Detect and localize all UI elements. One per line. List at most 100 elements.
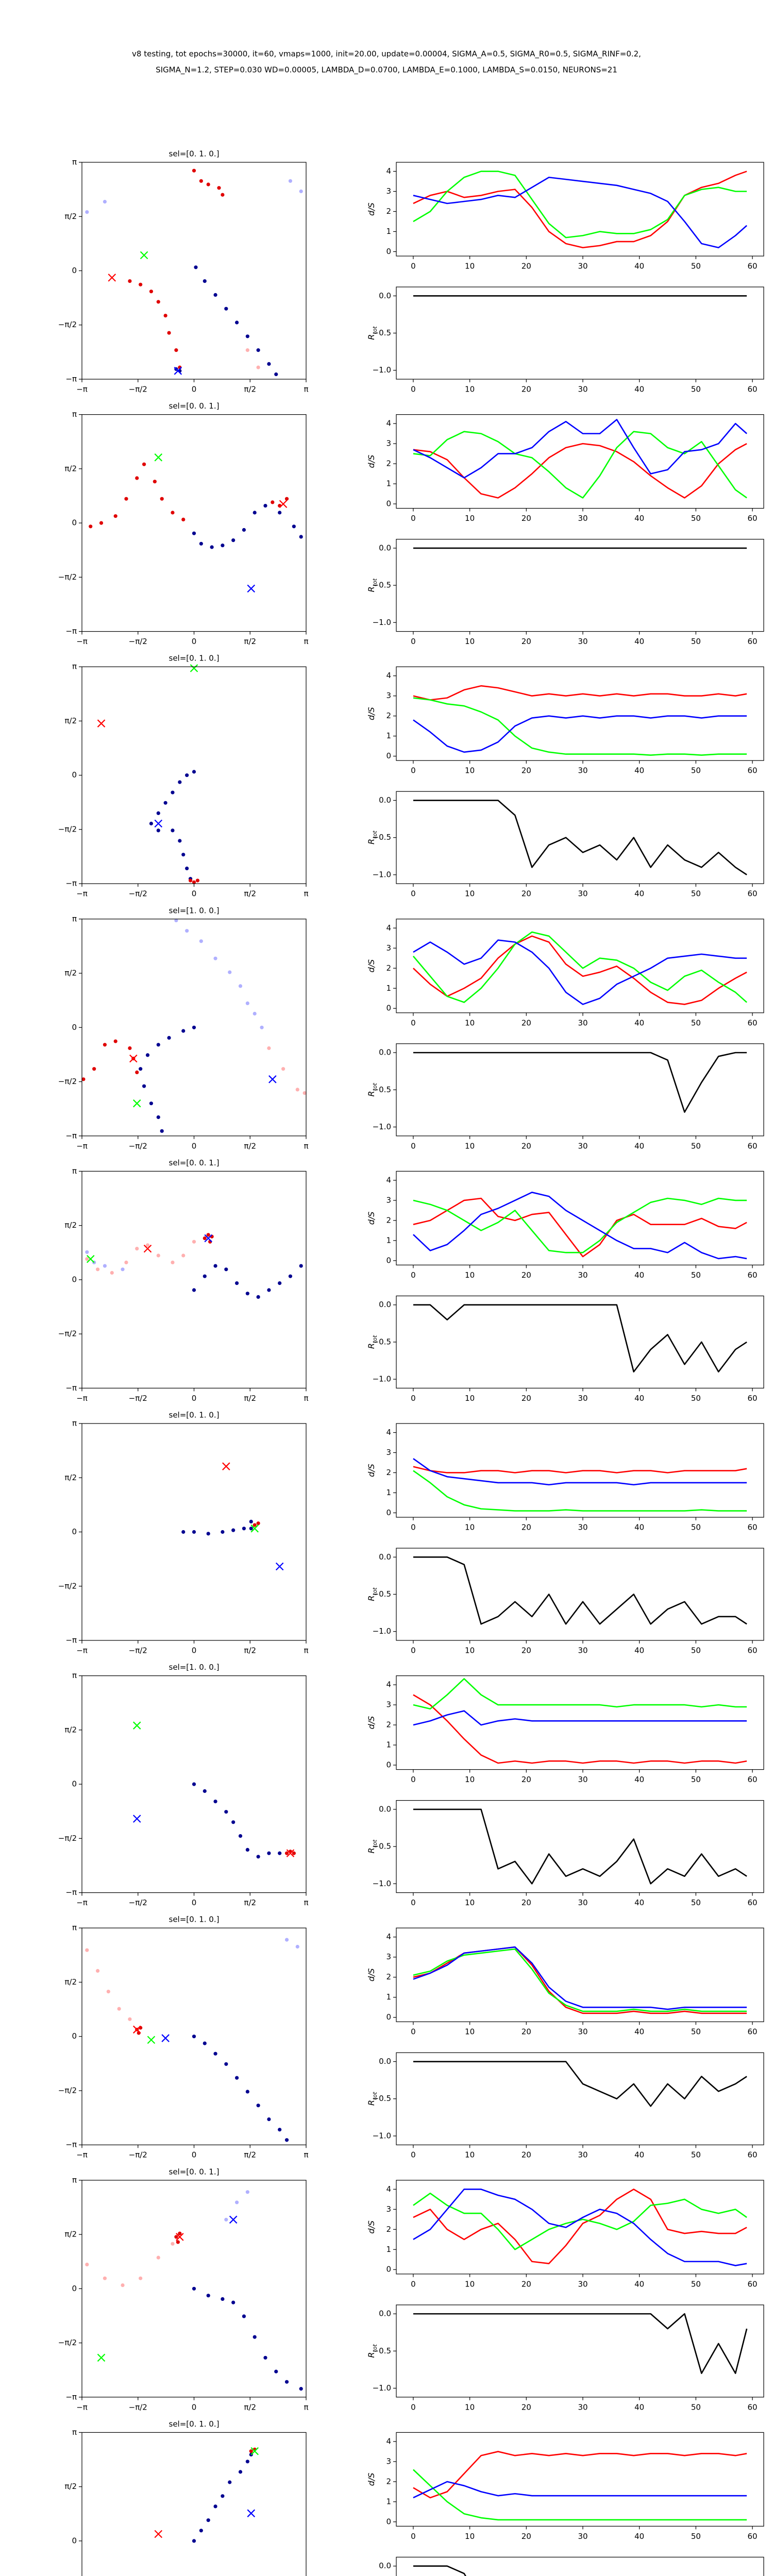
chart-title: sel=[0. 1. 0.]: [169, 654, 220, 663]
plot-frame: [81, 2432, 307, 2576]
point: [267, 1288, 271, 1292]
x-marker: [247, 584, 256, 593]
x-marker: [286, 1849, 295, 1857]
data-line: [413, 2061, 747, 2107]
point: [156, 828, 160, 833]
data-line: [413, 431, 747, 499]
x-tick-label: 60: [748, 1394, 758, 1403]
x-tick-label: 50: [691, 1898, 701, 1907]
x-tick-label: 0: [411, 514, 416, 523]
point: [284, 497, 289, 501]
x-tick-label: 0: [192, 2402, 197, 2412]
x-tick-label: 40: [634, 1523, 644, 1532]
x-marker: [161, 2034, 170, 2042]
x-tick-label: 20: [522, 1018, 531, 1027]
x-tick-label: 0: [192, 2150, 197, 2160]
y-tick-label: −π: [65, 2140, 77, 2149]
y-axis-label-sub: tot: [372, 578, 378, 586]
data-line: [413, 1192, 747, 1260]
point: [149, 1101, 154, 1106]
point: [199, 939, 203, 943]
x-tick-label: 60: [748, 262, 758, 271]
point: [253, 1011, 257, 1016]
y-axis-label-main: R: [366, 1596, 376, 1601]
point: [85, 210, 89, 214]
y-tick-label: 0.0: [379, 795, 391, 805]
x-tick-label: 50: [691, 1523, 701, 1532]
data-line: [413, 2189, 747, 2266]
y-axis-label: Rtot: [366, 1839, 378, 1853]
point: [95, 1267, 100, 1272]
x-marker: [154, 2530, 163, 2538]
y-axis-label-main: d/S: [366, 202, 376, 216]
y-axis-label: d/S: [366, 959, 376, 973]
point: [156, 300, 160, 304]
y-tick-label: π/2: [64, 1725, 77, 1734]
x-tick-label: 40: [634, 1141, 644, 1150]
point: [299, 2387, 303, 2391]
chart-title: sel=[0. 1. 0.]: [169, 1915, 220, 1924]
data-line: [413, 1304, 747, 1372]
y-tick-label: −0.5: [373, 1589, 391, 1599]
point: [234, 1281, 239, 1285]
x-tick-label: 0: [411, 766, 416, 775]
point: [185, 929, 189, 933]
y-tick-label: 0: [72, 1275, 77, 1284]
point: [221, 1530, 225, 1534]
y-axis-label: d/S: [366, 707, 376, 720]
x-tick-label: 0: [411, 2532, 416, 2541]
point: [299, 189, 303, 193]
point: [284, 1851, 289, 1855]
chart-title: sel=[0. 0. 1.]: [169, 2167, 220, 2176]
point: [295, 1944, 299, 1949]
x-tick-label: 0: [411, 385, 416, 394]
point: [192, 168, 196, 173]
x-tick-label: 40: [634, 2279, 644, 2289]
data-line: [413, 1808, 747, 1885]
x-tick-label: 30: [578, 1018, 587, 1027]
point: [103, 2276, 107, 2280]
point: [245, 1848, 249, 1852]
y-tick-label: 1: [386, 1488, 391, 1497]
y-axis-label-main: R: [366, 1091, 376, 1096]
point: [231, 1820, 236, 1824]
y-axis-label-main: d/S: [366, 1212, 376, 1225]
x-tick-label: 30: [578, 637, 587, 646]
x-tick-label: 40: [634, 262, 644, 271]
x-tick-label: 30: [578, 2532, 587, 2541]
x-tick-label: π: [304, 1898, 308, 1907]
x-tick-label: 50: [691, 2279, 701, 2289]
point: [213, 956, 217, 960]
x-tick-label: 60: [748, 1270, 758, 1280]
y-tick-label: −1.0: [373, 870, 391, 879]
y-tick-label: π/2: [64, 2482, 77, 2491]
y-tick-label: π/2: [64, 1977, 77, 1987]
point: [221, 2297, 225, 2301]
y-axis-label-sub: tot: [372, 1082, 378, 1091]
x-tick-label: 0: [192, 1394, 197, 1403]
x-tick-label: 40: [634, 1646, 644, 1655]
x-tick-label: 20: [522, 1141, 531, 1150]
point: [217, 186, 221, 190]
y-tick-label: π/2: [64, 1473, 77, 1482]
data-line: [413, 1197, 747, 1253]
data-line: [413, 715, 747, 753]
x-tick-label: 10: [465, 385, 475, 394]
point: [181, 1029, 186, 1033]
point: [263, 2355, 267, 2360]
x-tick-label: 60: [748, 1141, 758, 1150]
point: [167, 1036, 171, 1040]
y-axis-label-main: R: [366, 1343, 376, 1349]
data-line: [413, 443, 747, 499]
x-tick-label: 30: [578, 514, 587, 523]
x-marker: [268, 1075, 277, 1083]
data-line: [413, 1948, 747, 2012]
x-marker: [154, 453, 163, 462]
point: [171, 1260, 175, 1264]
point: [124, 1260, 128, 1264]
x-tick-label: 20: [522, 766, 531, 775]
x-marker: [108, 274, 116, 282]
point: [85, 1948, 89, 1952]
chart-title: sel=[1. 0. 0.]: [169, 906, 220, 915]
data-line: [413, 2313, 748, 2374]
